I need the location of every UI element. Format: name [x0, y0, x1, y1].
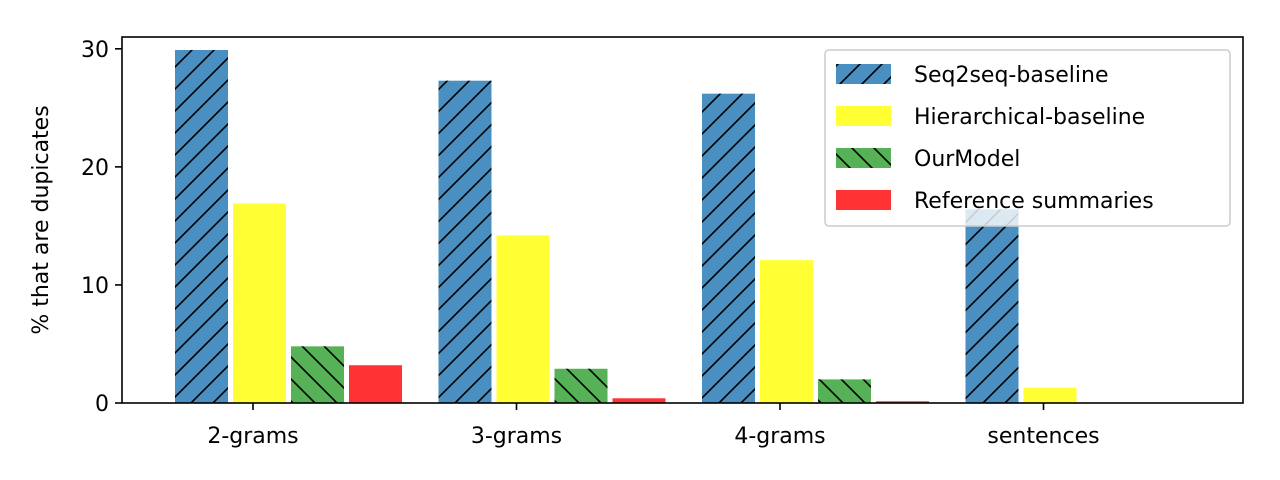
- x-tick-label: sentences: [987, 424, 1099, 449]
- legend-box: [824, 49, 1231, 227]
- bar-hierarchical-baseline-sentences: [1023, 387, 1077, 403]
- x-tick-label: 4-grams: [734, 424, 825, 449]
- plot-area-frame: [121, 36, 1244, 404]
- bar-hierarchical-baseline-4-grams: [760, 260, 813, 403]
- bars-layer: [175, 49, 1077, 404]
- y-axis-label: % that are dupicates: [29, 105, 54, 334]
- legend-swatch-hatch: [836, 64, 891, 84]
- bar-hatch: [438, 80, 492, 403]
- bar-hierarchical-baseline-3-grams: [496, 235, 550, 403]
- x-axis: 2-grams 3-grams 4-grams sentences: [207, 403, 1100, 449]
- bar-hatch: [291, 346, 344, 403]
- y-tick-label: 10: [81, 274, 109, 299]
- bar-hatch: [702, 93, 755, 404]
- legend-swatch-hatch: [836, 148, 891, 168]
- legend-swatch: [836, 190, 891, 210]
- legend-label: Hierarchical-baseline: [914, 105, 1145, 130]
- bar-hierarchical-baseline-2-grams: [233, 203, 286, 403]
- legend-label: Reference summaries: [914, 189, 1154, 214]
- legend-swatch: [836, 106, 891, 126]
- legend: Seq2seq-baseline Hierarchical-baseline Our…: [824, 49, 1231, 227]
- bar-hatch: [554, 368, 608, 403]
- x-tick-label: 2-grams: [207, 424, 298, 449]
- bar-reference-summaries-4-grams: [876, 401, 929, 403]
- y-tick-label: 20: [81, 156, 109, 181]
- y-tick-label: 0: [95, 392, 109, 417]
- y-axis: 0 10 20 30: [81, 38, 122, 417]
- bar-reference-summaries-3-grams: [612, 398, 666, 403]
- bar-hatch: [965, 209, 1019, 403]
- bar-hatch: [175, 49, 228, 404]
- bar-reference-summaries-2-grams: [349, 365, 402, 403]
- bar-hatch: [818, 379, 871, 403]
- legend-label: Seq2seq-baseline: [914, 63, 1109, 88]
- y-tick-label: 30: [81, 38, 109, 63]
- legend-label: OurModel: [914, 147, 1020, 172]
- x-tick-label: 3-grams: [471, 424, 562, 449]
